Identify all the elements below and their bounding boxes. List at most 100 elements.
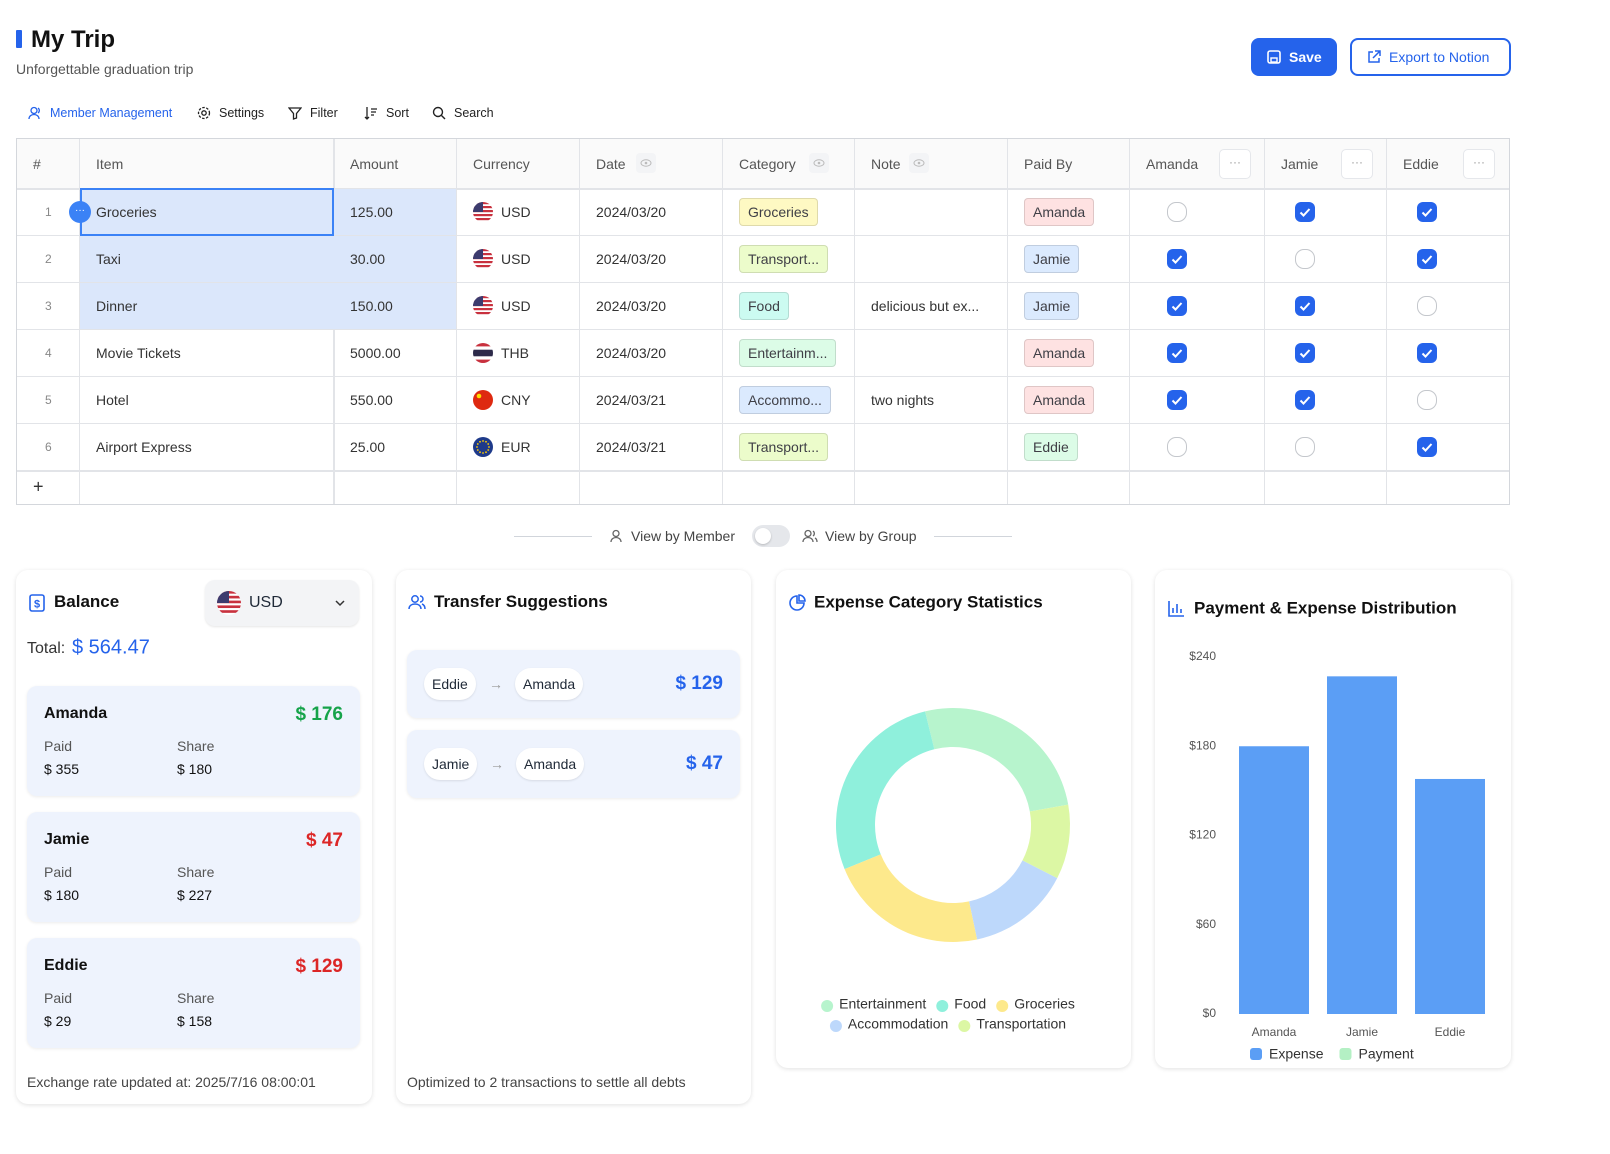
split-checkbox[interactable] <box>1167 248 1187 269</box>
selection <box>80 236 456 282</box>
split-checkbox[interactable] <box>1417 295 1437 316</box>
save-button[interactable]: Save <box>1251 38 1337 76</box>
cell-no: 2 <box>45 251 52 266</box>
toolbar-glyph <box>287 107 303 120</box>
flag-part <box>476 393 482 398</box>
split-checkbox[interactable] <box>1295 436 1315 457</box>
share-value: $ 180 <box>177 761 213 777</box>
check-path <box>1421 207 1433 217</box>
cell-item: Hotel <box>96 391 129 408</box>
cell-date: 2024/03/21 <box>596 391 667 408</box>
cell-item: Groceries <box>96 203 157 220</box>
category-tag: Transport... <box>739 244 829 273</box>
flag <box>473 295 493 316</box>
category-tag: Transport... <box>739 432 829 461</box>
currency-select[interactable]: USD <box>205 580 359 626</box>
cell-currency: USD <box>501 297 531 314</box>
split-checkbox[interactable] <box>1417 201 1437 222</box>
flag-part <box>487 442 490 445</box>
split-checkbox[interactable] <box>1295 342 1315 363</box>
paid-by-tag: Jamie <box>1024 244 1080 273</box>
toolbar-item[interactable]: Sort <box>386 106 409 120</box>
selection <box>80 189 456 235</box>
paid-label: Paid <box>44 738 73 754</box>
flag-part <box>473 217 493 220</box>
split-checkbox[interactable] <box>1167 436 1187 457</box>
divider <box>934 536 1012 537</box>
flag-part <box>473 213 493 216</box>
column-header: Eddie <box>1403 155 1439 172</box>
check-path <box>1299 301 1311 311</box>
row-menu[interactable]: ··· <box>69 200 91 223</box>
cell-amount: 30.00 <box>350 250 386 267</box>
share-label: Share <box>177 738 215 754</box>
split-checkbox[interactable] <box>1417 342 1437 363</box>
split-checkbox[interactable] <box>1417 248 1437 269</box>
export-button[interactable]: Export to Notion <box>1350 38 1511 76</box>
split-checkbox[interactable] <box>1295 248 1315 269</box>
column-divider <box>1386 139 1387 504</box>
member-net: $ 129 <box>295 956 343 977</box>
export-label: Export to Notion <box>1389 49 1490 65</box>
toolbar-glyph <box>364 107 377 120</box>
split-checkbox[interactable] <box>1295 295 1315 316</box>
view-by-member[interactable]: View by Member <box>631 528 736 544</box>
visibility-toggle[interactable] <box>636 153 656 173</box>
column-divider <box>79 139 80 504</box>
flag-part <box>488 445 490 448</box>
transfer-icon <box>408 595 426 610</box>
check-path <box>1171 254 1183 264</box>
flag-part <box>473 342 493 346</box>
view-by-group[interactable]: View by Group <box>825 528 917 544</box>
view-toggle[interactable] <box>752 525 790 547</box>
flag-part <box>473 349 493 356</box>
arrow: → <box>489 676 503 692</box>
split-checkbox[interactable] <box>1167 389 1187 410</box>
flag-body <box>217 591 241 615</box>
flag-part <box>479 450 481 453</box>
check-path <box>1421 348 1433 358</box>
toolbar-item[interactable]: Settings <box>219 106 265 120</box>
split-checkbox[interactable] <box>1167 295 1187 316</box>
column-header: Amount <box>350 155 399 172</box>
flag-body <box>473 436 493 457</box>
split-checkbox[interactable] <box>1295 389 1315 410</box>
save-icon-body <box>1267 50 1281 64</box>
flag-part <box>473 436 493 457</box>
toolbar-glyph <box>197 106 211 120</box>
toolbar-item[interactable]: Member Management <box>50 106 173 120</box>
flag-body <box>473 248 493 269</box>
category-panel <box>776 570 1131 1068</box>
cell-currency: USD <box>501 250 531 267</box>
cell-amount: 5000.00 <box>350 344 401 361</box>
flag-body <box>473 389 493 410</box>
row-divider <box>17 470 1509 472</box>
split-checkbox[interactable] <box>1295 201 1315 222</box>
column-divider <box>1264 139 1265 504</box>
split-checkbox[interactable] <box>1417 389 1437 410</box>
check-icon <box>1421 254 1433 264</box>
member-card: Amanda $ 176 Paid $ 355 Share $ 180 <box>27 686 360 796</box>
column-divider <box>854 139 855 504</box>
toolbar-item[interactable]: Filter <box>310 106 338 120</box>
cell-date: 2024/03/20 <box>596 344 667 361</box>
column-menu[interactable]: ··· <box>1463 149 1495 179</box>
visibility-toggle[interactable] <box>909 153 929 173</box>
column-menu[interactable]: ··· <box>1341 149 1373 179</box>
cell-amount: 25.00 <box>350 438 386 455</box>
cell-item: Movie Tickets <box>96 344 181 361</box>
check-icon <box>1421 442 1433 452</box>
glyph-part <box>432 106 444 118</box>
split-checkbox[interactable] <box>1167 342 1187 363</box>
column-header: Category <box>739 155 796 172</box>
eye-outline <box>813 159 825 167</box>
split-checkbox[interactable] <box>1167 201 1187 222</box>
cell-note: two nights <box>871 391 935 408</box>
toolbar-item[interactable]: Search <box>454 106 494 120</box>
visibility-toggle[interactable] <box>809 153 829 173</box>
column-menu[interactable]: ··· <box>1219 149 1251 179</box>
from-pill: Jamie <box>424 748 478 780</box>
flag-part <box>482 439 484 442</box>
split-checkbox[interactable] <box>1417 436 1437 457</box>
add-row[interactable]: + <box>33 476 44 497</box>
